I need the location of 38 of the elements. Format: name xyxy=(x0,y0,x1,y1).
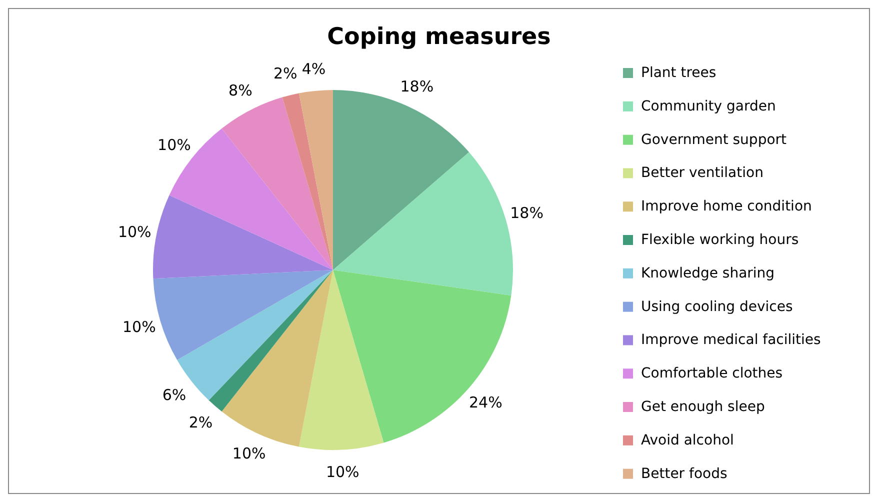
pie-slice xyxy=(333,270,512,443)
legend-label: Government support xyxy=(641,132,788,148)
data-label: 10% xyxy=(122,318,156,336)
legend-label: Using cooling devices xyxy=(641,298,793,315)
legend-label: Knowledge sharing xyxy=(641,265,775,282)
pie-slice xyxy=(153,195,333,279)
legend-label: Community garden xyxy=(641,98,776,114)
pie-slice xyxy=(282,93,333,270)
data-label: 8% xyxy=(228,81,252,100)
legend-label: Avoid alcohol xyxy=(641,432,734,448)
data-label: 10% xyxy=(326,462,360,481)
pie-slice xyxy=(298,90,333,270)
pie-slice xyxy=(333,90,470,270)
pie-slice xyxy=(298,270,384,450)
data-label: 10% xyxy=(118,222,152,241)
pie-slice xyxy=(333,152,513,296)
legend-label: Flexible working hours xyxy=(641,232,799,248)
pie-slice xyxy=(222,97,333,270)
data-label: 24% xyxy=(468,393,502,412)
legend-label: Plant trees xyxy=(641,65,716,81)
data-label: 2% xyxy=(188,414,213,432)
data-label: 18% xyxy=(400,77,434,96)
legend-label: Comfortable clothes xyxy=(641,366,783,382)
legend-label: Improve medical facilities xyxy=(641,332,821,348)
legend-label: Get enough sleep xyxy=(641,399,765,415)
legend-label: Improve home condition xyxy=(641,198,812,215)
data-label: 4% xyxy=(302,60,326,78)
pie-slice xyxy=(153,270,333,360)
data-label: 6% xyxy=(162,386,186,404)
pie-slice xyxy=(222,270,333,447)
data-label: 10% xyxy=(158,136,191,154)
legend-label: Better foods xyxy=(641,466,728,482)
data-label: 10% xyxy=(232,444,266,463)
data-label: 18% xyxy=(510,204,544,222)
pie-slice xyxy=(208,270,333,412)
data-label: 2% xyxy=(273,64,298,83)
legend-label: Better ventilation xyxy=(641,165,764,182)
chart-title: Coping measures xyxy=(327,24,551,50)
